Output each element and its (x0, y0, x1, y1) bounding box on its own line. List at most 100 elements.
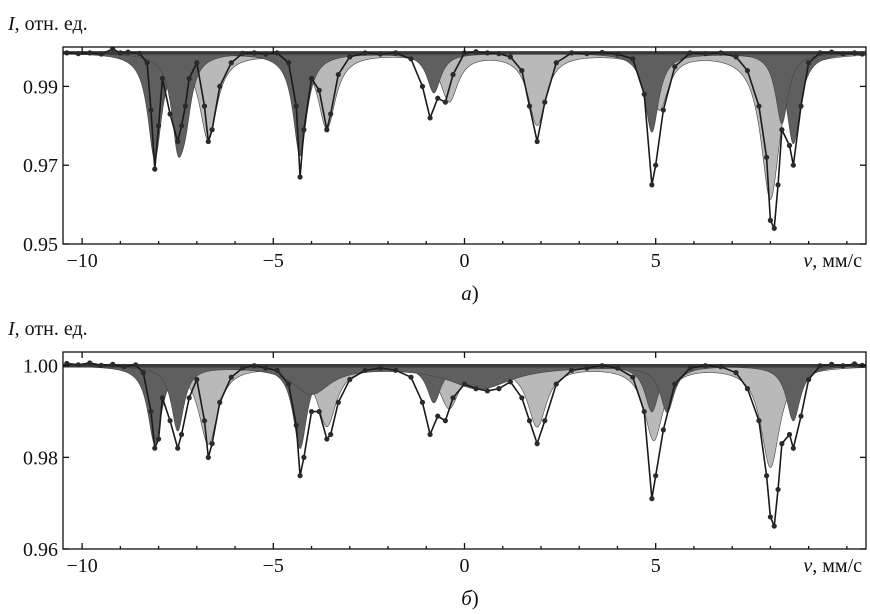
data-point (496, 51, 502, 57)
data-point (806, 60, 812, 66)
data-point (297, 473, 303, 479)
data-point (775, 486, 781, 493)
data-point (687, 50, 693, 56)
data-point (851, 50, 858, 56)
y-tick-label: 0.96 (23, 539, 58, 561)
data-point (316, 87, 322, 93)
data-point (653, 473, 659, 479)
data-point (744, 68, 751, 74)
data-point (297, 174, 303, 180)
data-point (798, 103, 804, 109)
data-point (175, 138, 181, 145)
data-point (167, 418, 173, 424)
data-point (519, 68, 525, 74)
data-point (461, 381, 468, 387)
data-point (718, 364, 724, 370)
data-point (328, 431, 334, 438)
data-point (377, 365, 383, 371)
data-point (786, 431, 793, 438)
y-axis-label: I, отн. ед. (7, 318, 88, 340)
data-point (209, 441, 215, 447)
data-point (117, 50, 123, 56)
data-point (75, 362, 81, 368)
data-point (442, 99, 448, 105)
data-point (152, 445, 158, 451)
data-point (641, 408, 647, 415)
spectrum-panel-а: −10 −5 0 5 0.95 0.97 0.99 I, отн. ед. v, мм/с а) (7, 13, 867, 305)
data-point (251, 363, 257, 369)
data-point (194, 376, 200, 383)
panel-label: а) (461, 281, 479, 305)
data-point (408, 56, 414, 62)
data-point (148, 408, 154, 415)
data-point (614, 51, 621, 57)
data-point (756, 418, 762, 424)
data-point (534, 441, 540, 447)
data-point (293, 103, 299, 109)
data-point (756, 103, 762, 109)
data-point (148, 107, 154, 113)
y-tick-label: 0.98 (23, 447, 58, 469)
data-point (817, 363, 823, 369)
data-point (614, 365, 621, 371)
data-point (450, 395, 456, 401)
data-point (851, 361, 858, 367)
y-tick-label: 1.00 (23, 356, 58, 378)
data-point (630, 56, 636, 62)
x-tick-label: −5 (263, 555, 284, 577)
data-point (553, 60, 559, 66)
data-point (251, 50, 257, 56)
data-point (771, 225, 777, 231)
data-point (308, 408, 315, 415)
x-tick-label: 0 (460, 555, 470, 577)
data-point (733, 370, 739, 376)
data-point (419, 399, 426, 405)
data-point (702, 363, 709, 369)
data-point (140, 370, 146, 376)
data-point (201, 418, 208, 424)
data-point (534, 138, 540, 145)
data-point (152, 166, 158, 172)
data-point (435, 413, 441, 419)
data-point (660, 107, 666, 113)
data-point (110, 47, 116, 52)
data-point (542, 418, 548, 424)
data-point (702, 51, 709, 57)
data-point (263, 365, 269, 371)
panel-label: б) (461, 586, 479, 610)
data-point (630, 374, 636, 380)
data-point (473, 49, 479, 55)
data-point (240, 50, 246, 56)
spectrum-panel-б: −10 −5 0 5 0.96 0.98 1.00 I, отн. ед. v, мм/с б) (7, 318, 867, 610)
data-point (653, 162, 659, 168)
data-point (110, 361, 116, 367)
data-point (767, 217, 774, 223)
data-point (496, 386, 502, 392)
x-tick-label: −10 (66, 250, 97, 272)
data-point (144, 60, 150, 66)
data-point (393, 50, 399, 56)
data-point (840, 51, 846, 57)
data-point (484, 388, 491, 394)
data-point (228, 60, 234, 66)
data-point (767, 514, 774, 520)
data-point (790, 445, 796, 451)
data-point (228, 374, 234, 380)
data-point (507, 54, 513, 60)
data-point (156, 123, 162, 129)
data-point (568, 50, 575, 56)
data-point (125, 49, 131, 55)
data-point (98, 362, 104, 368)
data-point (779, 127, 785, 133)
data-point (87, 50, 93, 56)
subspectrum-light-0 (63, 52, 866, 200)
data-point (519, 395, 525, 401)
data-point (186, 395, 192, 401)
data-point (763, 473, 770, 479)
data-point (133, 362, 139, 368)
data-point (98, 51, 104, 57)
data-point (178, 431, 185, 438)
data-point (660, 427, 666, 433)
data-point (286, 60, 292, 66)
